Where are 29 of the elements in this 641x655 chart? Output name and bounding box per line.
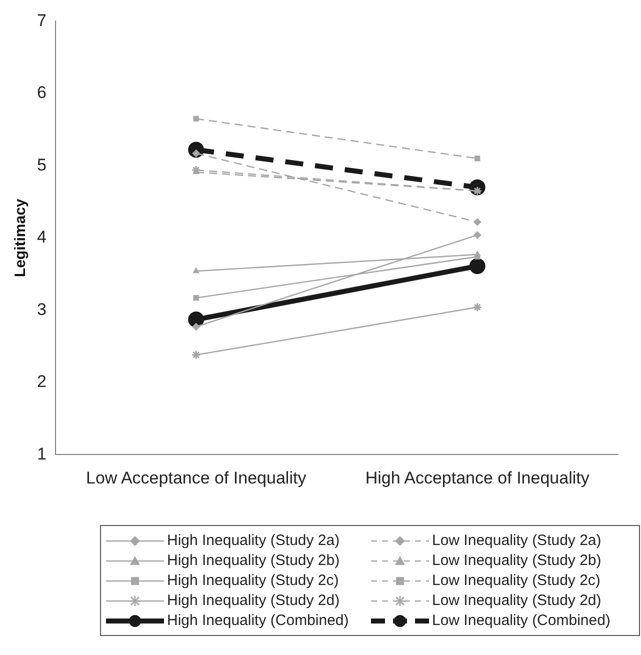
point bbox=[469, 258, 486, 274]
legend-label: High Inequality (Study 2b) bbox=[167, 552, 340, 569]
legend-label: High Inequality (Combined) bbox=[167, 612, 349, 629]
y-tick-label: 5 bbox=[36, 155, 46, 174]
x-tick-label: High Acceptance of Inequality bbox=[365, 468, 590, 488]
legend-label: Low Inequality (Combined) bbox=[432, 612, 610, 629]
y-tick-label: 1 bbox=[36, 444, 46, 464]
point bbox=[472, 302, 482, 312]
legend-label: Low Inequality (Study 2d) bbox=[432, 592, 602, 609]
legend-label: High Inequality (Study 2d) bbox=[167, 592, 340, 609]
y-tick-label: 7 bbox=[36, 10, 46, 30]
legend-label: High Inequality (Study 2c) bbox=[167, 572, 339, 589]
point bbox=[473, 231, 482, 240]
legend-label: Low Inequality (Study 2c) bbox=[432, 572, 600, 589]
y-tick-label: 6 bbox=[36, 83, 46, 102]
point bbox=[474, 156, 480, 162]
point bbox=[193, 295, 199, 301]
x-tick-label: Low Acceptance of Inequality bbox=[86, 468, 307, 488]
legend-label: Low Inequality (Study 2a) bbox=[432, 532, 602, 549]
point bbox=[473, 218, 482, 226]
y-axis-title: Legitimacy bbox=[12, 198, 30, 278]
point bbox=[192, 322, 200, 331]
legend-label: Low Inequality (Study 2b) bbox=[432, 552, 602, 569]
point bbox=[191, 350, 201, 360]
y-tick-label: 2 bbox=[36, 372, 46, 392]
y-tick-label: 3 bbox=[36, 300, 46, 319]
point bbox=[193, 116, 199, 122]
legend-label: High Inequality (Study 2a) bbox=[167, 532, 340, 549]
y-tick-label: 4 bbox=[36, 228, 46, 247]
